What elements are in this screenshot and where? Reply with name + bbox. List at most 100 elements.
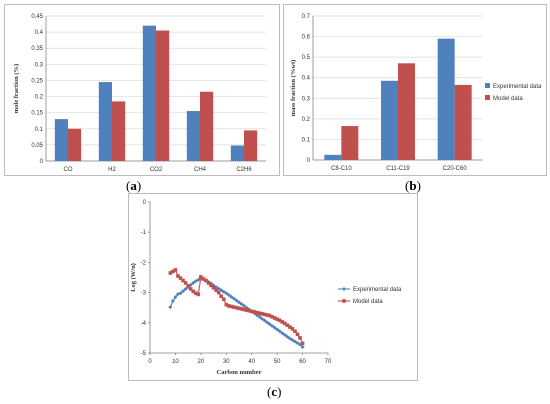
x-axis-title: Carbon number [217,369,262,376]
point-experimental [231,296,236,301]
point-model [255,310,259,315]
point-model [247,308,251,313]
y-axis-title: mole fraction (%) [13,64,20,113]
y-tick-label: 0.45 [31,14,43,20]
point-model [188,287,193,291]
bar-experimental [324,154,342,160]
y-axis-title: mass fraction (%wt) [290,60,297,117]
y-tick-label: 0.7 [302,14,311,20]
point-experimental [173,295,178,300]
y-tick-label: 0 [307,158,311,164]
legend-swatch-experimental [485,83,490,88]
point-model [209,283,213,288]
point-model [232,305,236,309]
bar-experimental [230,145,244,161]
point-experimental [282,332,287,337]
point-model [171,269,175,274]
point-model [206,281,211,285]
point-experimental [226,293,231,298]
point-experimental [262,318,267,323]
legend-label: Model data [353,299,383,305]
bar-model [200,91,214,161]
y-tick-label: 0.4 [302,76,311,82]
y-tick-label: 0.4 [35,30,44,36]
bar-experimental [142,25,156,161]
point-experimental [237,300,241,305]
point-experimental [277,329,282,334]
point-experimental [275,327,280,332]
point-model [275,317,279,321]
point-experimental [216,286,221,291]
y-tick-label: 0.1 [302,137,311,143]
point-model [168,271,173,275]
chart-b: 0 0.1 0.2 0.3 0.4 0.5 0.6 0.7 C8-C10 C11-C19 C20-C… [290,14,542,172]
legend-label: Experimental data [493,84,542,90]
y-tick-label: -3 [141,291,147,297]
point-model [196,292,201,297]
bar-experimental [186,111,200,161]
x-tick-label: C11-C19 [386,166,410,172]
x-tick-label: CO [64,167,73,173]
point-model [183,281,188,285]
chart-c-frame [128,193,418,381]
point-experimental [257,314,262,319]
point-experimental [234,298,239,303]
point-model [239,307,244,311]
point-model [280,320,285,324]
point-model [181,278,185,283]
point-model [270,314,274,319]
point-model [173,268,178,272]
point-experimental [295,341,300,346]
y-tick-label: 0.2 [302,117,311,123]
x-tick-label: 60 [299,359,306,365]
point-experimental [292,339,297,344]
y-tick-label: 0.6 [302,35,311,41]
bar-model [244,130,258,161]
point-model [219,294,223,299]
point-model [300,341,305,346]
point-model [221,297,226,302]
point-model [285,323,290,328]
point-model [199,275,203,279]
point-model [298,336,302,340]
point-experimental [270,323,275,328]
point-experimental [242,303,247,308]
point-experimental [221,289,226,294]
point-model [234,305,239,310]
x-tick-label: C20-C60 [443,166,468,172]
point-model [290,327,295,331]
point-model [272,316,277,320]
point-model [295,332,300,337]
point-model [237,306,241,311]
point-experimental [229,294,234,299]
point-experimental [170,299,175,304]
point-model [214,288,218,292]
point-model [244,308,249,312]
point-model [288,325,292,329]
point-experimental [168,305,173,310]
point-model [267,313,272,318]
point-experimental [244,305,249,310]
bar-model [156,30,170,161]
x-tick-label: 70 [325,359,332,365]
bar-model [112,101,126,161]
point-experimental [287,336,292,341]
point-model [260,311,264,316]
bar-experimental [437,38,455,160]
x-tick-label: H2 [108,167,116,173]
x-tick-label: 40 [248,359,255,365]
legend-swatch-model [485,95,490,100]
point-model [293,329,297,334]
y-tick-label: 0.05 [31,143,43,149]
legend-label: Experimental data [353,287,402,293]
point-experimental [300,344,305,349]
point-experimental [264,320,269,325]
point-experimental [178,291,183,296]
caption-b: (b) [405,178,421,193]
point-model [227,304,231,308]
y-tick-label: 0 [143,200,147,206]
y-tick-label: -5 [141,351,147,357]
point-model [224,302,229,307]
point-model [249,309,254,314]
